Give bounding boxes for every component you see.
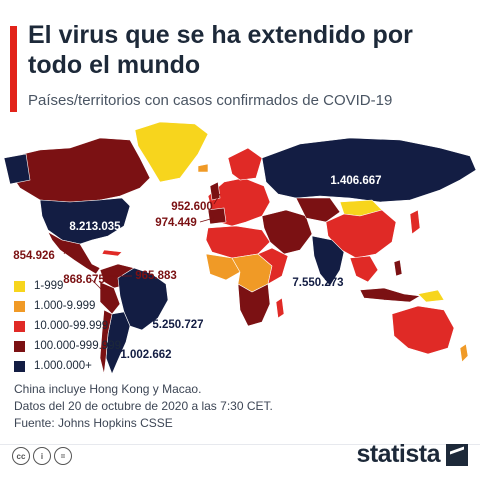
legend-label: 10.000-99.999 (34, 320, 109, 332)
label-peru: 868.675 (63, 274, 105, 286)
region-peru (99, 281, 121, 315)
region-central-asia (295, 197, 341, 223)
legend-label: 100.000-999.999 (34, 340, 121, 352)
cc-icon[interactable]: cc (12, 447, 30, 465)
legend-item: 1.000.000+ (14, 356, 121, 376)
no-derivatives-icon[interactable]: = (54, 447, 72, 465)
region-middle-east (261, 209, 313, 255)
region-iceland (197, 163, 209, 173)
region-new-zealand (459, 343, 469, 363)
statista-logo[interactable]: statista (356, 440, 468, 469)
region-caribbean (101, 249, 123, 257)
region-greenland (134, 121, 209, 183)
label-argentina: 1.002.662 (120, 349, 171, 361)
region-australia (391, 305, 455, 355)
label-india: 7.550.273 (292, 277, 343, 289)
chart-notes: China incluye Hong Kong y Macao. Datos d… (14, 381, 273, 432)
legend-item: 1-999 (14, 276, 121, 296)
brand-wordmark: statista (356, 440, 440, 468)
region-scandinavia (227, 147, 263, 181)
region-west-africa (205, 253, 241, 281)
label-brazil: 5.250.727 (152, 319, 203, 331)
legend-swatch (14, 280, 25, 292)
label-usa: 8.213.035 (69, 221, 121, 233)
note-date: Datos del 20 de octubre de 2020 a las 7:… (14, 399, 273, 413)
region-se-asia (349, 255, 379, 283)
label-colombia: 965.883 (135, 270, 177, 282)
statista-logo-icon (446, 443, 468, 466)
legend-swatch (14, 340, 25, 352)
label-mexico: 854.926 (13, 250, 55, 262)
footer-divider (0, 444, 480, 445)
legend-swatch (14, 320, 25, 332)
world-map: 1.406.667 8.213.035 952.600 974.449 854.… (0, 118, 480, 380)
region-russia (261, 137, 477, 203)
leader-peru (91, 279, 105, 293)
legend-label: 1.000-9.999 (34, 300, 96, 312)
note-source: Fuente: Johns Hopkins CSSE (14, 416, 173, 430)
legend-item: 100.000-999.999 (14, 336, 121, 356)
region-mexico (47, 231, 101, 275)
attribution-icon[interactable]: i (33, 447, 51, 465)
chart-title: El virus que se ha extendido por todo el… (28, 21, 413, 79)
region-chile (99, 309, 113, 375)
legend-label: 1.000.000+ (34, 360, 92, 372)
region-indonesia (359, 287, 421, 303)
region-east-africa (257, 247, 289, 285)
legend-label: 1-999 (34, 280, 64, 292)
region-philippines (393, 259, 403, 277)
region-madagascar (275, 297, 285, 319)
region-brazil (117, 267, 169, 331)
leader-mexico (63, 245, 69, 255)
accent-bar (10, 26, 17, 112)
leader-uk (213, 193, 221, 205)
label-russia: 1.406.667 (330, 175, 381, 187)
region-india (311, 235, 345, 287)
license-icons: cc i = (12, 447, 72, 465)
region-canada (5, 137, 151, 203)
legend-item: 1.000-9.999 (14, 296, 121, 316)
legend-item: 10.000-99.999 (14, 316, 121, 336)
region-uk (209, 181, 221, 201)
region-japan (409, 209, 421, 235)
note-china: China incluye Hong Kong y Macao. (14, 382, 202, 396)
leader-spain (199, 217, 215, 223)
region-usa (39, 197, 131, 245)
legend-swatch (14, 300, 25, 312)
region-papua (417, 289, 445, 303)
region-southern-africa (237, 283, 271, 327)
legend-swatch (14, 360, 25, 372)
label-uk: 952.600 (171, 201, 213, 213)
label-spain: 974.449 (155, 217, 197, 229)
region-alaska (3, 153, 31, 185)
chart-subtitle: Países/territorios con casos confirmados… (28, 92, 393, 109)
map-legend: 1-999 1.000-9.999 10.000-99.999 100.000-… (14, 276, 121, 376)
